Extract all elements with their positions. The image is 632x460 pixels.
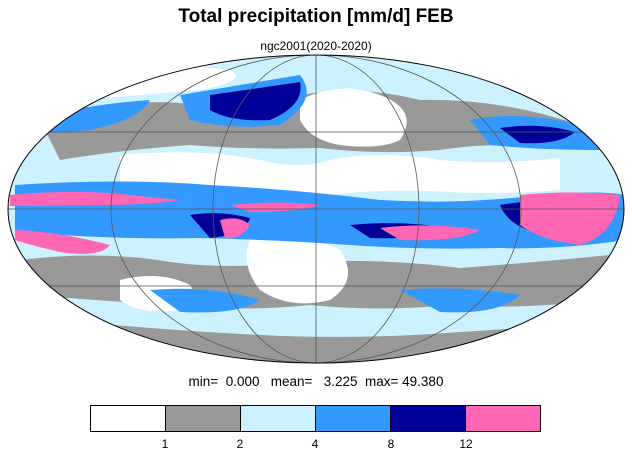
colorbar-tick-label: 4 bbox=[311, 437, 319, 451]
page-subtitle: ngc2001(2020-2020) bbox=[260, 39, 372, 53]
mean-value: 3.225 bbox=[323, 374, 358, 389]
page-title: Total precipitation [mm/d] FEB bbox=[178, 6, 454, 27]
colorbar-box-2 bbox=[241, 406, 316, 431]
colorbar-tick-label: 2 bbox=[236, 437, 244, 451]
colorbar-box-1 bbox=[166, 406, 241, 431]
precipitation-map bbox=[7, 54, 625, 364]
colorbar-box-0 bbox=[91, 406, 166, 431]
colorbar-tick-label: 12 bbox=[459, 437, 473, 451]
map-body bbox=[8, 55, 624, 363]
colorbar-tick-label: 1 bbox=[161, 437, 169, 451]
map-outline bbox=[7, 54, 625, 364]
colorbar bbox=[90, 405, 541, 432]
colorbar-box-5 bbox=[466, 406, 540, 431]
min-label: min= bbox=[188, 374, 219, 389]
colorbar-box-4 bbox=[391, 406, 466, 431]
min-value: 0.000 bbox=[225, 374, 260, 389]
max-label: max= bbox=[365, 374, 399, 389]
field-above-12 bbox=[10, 191, 620, 254]
colorbar-tick-label: 8 bbox=[387, 437, 395, 451]
graticule bbox=[8, 55, 624, 363]
stats-line: min= 0.000 mean= 3.225 max= 49.380 bbox=[0, 374, 632, 389]
mean-label: mean= bbox=[270, 374, 313, 389]
colorbar-box-3 bbox=[316, 406, 391, 431]
max-value: 49.380 bbox=[402, 374, 444, 389]
